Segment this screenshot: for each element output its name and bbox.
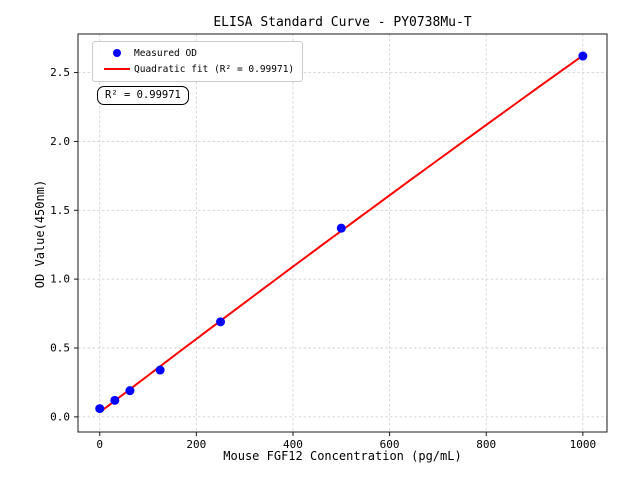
scatter-marker-icon (113, 49, 121, 57)
x-tick-label: 600 (380, 438, 400, 451)
legend-item-quadratic-fit: Quadratic fit (R² = 0.99971) (100, 61, 294, 77)
y-tick-label: 0.5 (50, 341, 70, 354)
x-tick-label: 0 (96, 438, 103, 451)
y-tick-label: 0.0 (50, 410, 70, 423)
axes-spines (77, 33, 608, 433)
x-tick-label: 400 (283, 438, 303, 451)
y-tick-label: 2.0 (50, 135, 70, 148)
chart-title: ELISA Standard Curve - PY0738Mu-T (213, 15, 472, 30)
data-point (95, 404, 105, 414)
legend: Measured OD Quadratic fit (R² = 0.99971) (92, 41, 304, 82)
legend-item-measured-od: Measured OD (100, 45, 294, 61)
y-tick-label: 2.5 (50, 66, 70, 79)
legend-label-measured-od: Measured OD (134, 47, 197, 59)
x-tick-label: 1000 (570, 438, 597, 451)
data-point (578, 51, 588, 61)
x-axis-label: Mouse FGF12 Concentration (pg/mL) (223, 449, 462, 463)
y-tick-label: 1.0 (50, 273, 70, 286)
data-point (216, 317, 226, 327)
data-point (110, 395, 120, 405)
y-axis-label: OD Value(450nm) (33, 179, 47, 289)
fit-line (99, 54, 584, 413)
data-point (336, 223, 346, 233)
y-tick-label: 1.5 (50, 204, 70, 217)
data-point (155, 365, 165, 375)
x-tick-label: 200 (186, 438, 206, 451)
fit-line-marker-icon (104, 68, 130, 70)
data-point (125, 386, 135, 396)
legend-marker-cell (100, 68, 134, 70)
legend-marker-cell (100, 49, 134, 57)
legend-label-quadratic-fit: Quadratic fit (R² = 0.99971) (134, 63, 295, 75)
x-tick-label: 800 (476, 438, 496, 451)
r-squared-annotation: R² = 0.99971 (97, 86, 189, 105)
